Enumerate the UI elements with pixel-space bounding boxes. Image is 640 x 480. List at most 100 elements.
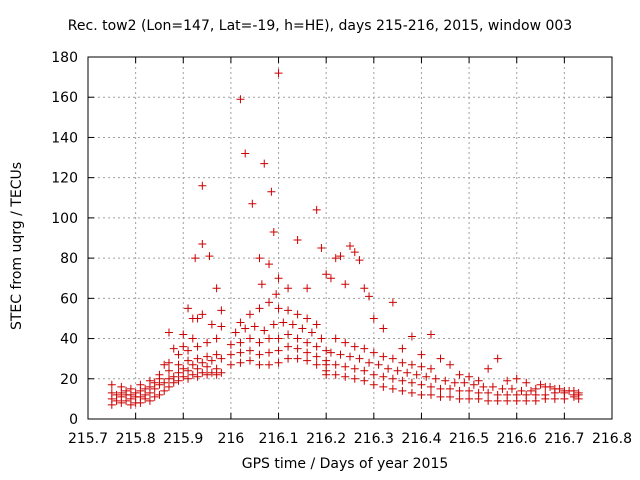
data-point xyxy=(336,252,345,261)
data-point xyxy=(265,334,274,343)
data-point xyxy=(426,382,435,391)
data-point xyxy=(236,348,245,357)
data-point xyxy=(245,356,254,365)
data-point xyxy=(198,240,207,249)
data-point xyxy=(207,356,216,365)
data-point xyxy=(293,354,302,363)
data-point xyxy=(155,390,164,399)
data-point xyxy=(160,386,169,395)
data-point xyxy=(293,344,302,353)
y-tick-label: 160 xyxy=(51,90,78,106)
data-point xyxy=(184,366,193,375)
y-tick-label: 40 xyxy=(60,332,78,348)
data-point xyxy=(346,352,354,361)
x-tick-label: 216 xyxy=(218,431,245,447)
data-point xyxy=(493,390,502,399)
data-point xyxy=(331,254,340,263)
data-point xyxy=(512,374,521,383)
data-point xyxy=(245,346,254,355)
data-point xyxy=(255,350,264,359)
axis-ticks: 215.7 215.8 215.9 216 216.1 216.2 216.3 216.4 21… xyxy=(51,50,632,447)
data-point xyxy=(298,324,307,333)
data-point xyxy=(255,338,264,347)
data-point xyxy=(379,372,388,381)
data-point xyxy=(303,314,312,323)
data-point xyxy=(107,380,116,389)
data-point xyxy=(384,364,393,373)
data-point xyxy=(284,342,293,351)
y-tick-label: 0 xyxy=(69,412,78,428)
data-point xyxy=(503,390,512,399)
data-point xyxy=(207,320,216,329)
data-point xyxy=(293,310,302,319)
data-point xyxy=(131,388,140,397)
data-point xyxy=(474,376,483,385)
data-point xyxy=(522,378,531,387)
data-point xyxy=(388,384,397,393)
data-point xyxy=(369,370,378,379)
data-point xyxy=(274,304,283,313)
data-point xyxy=(169,372,178,381)
data-point xyxy=(450,378,459,387)
data-point xyxy=(369,348,378,357)
data-point xyxy=(203,338,212,347)
data-point xyxy=(188,370,197,379)
data-point xyxy=(531,384,540,393)
data-point xyxy=(164,358,173,367)
data-point xyxy=(265,298,274,307)
data-point xyxy=(455,386,464,395)
data-point xyxy=(369,314,378,323)
data-point xyxy=(355,256,364,265)
data-point xyxy=(422,372,431,381)
plot-frame xyxy=(87,56,613,420)
data-point xyxy=(498,384,507,393)
data-point xyxy=(322,370,331,379)
data-point xyxy=(379,382,388,391)
data-point xyxy=(465,394,474,403)
data-point xyxy=(469,380,478,389)
data-point xyxy=(350,374,359,383)
data-point xyxy=(260,326,269,335)
data-point xyxy=(326,348,335,357)
data-point xyxy=(412,370,421,379)
data-point xyxy=(379,324,388,333)
data-point xyxy=(236,338,245,347)
y-tick-label: 20 xyxy=(60,372,78,388)
data-point xyxy=(350,364,359,373)
data-point xyxy=(303,284,312,293)
data-point xyxy=(493,354,502,363)
data-point xyxy=(193,314,202,323)
data-point xyxy=(312,205,321,214)
data-point xyxy=(284,284,293,293)
data-point xyxy=(174,350,183,359)
data-point xyxy=(322,270,331,279)
data-point xyxy=(546,382,555,391)
data-point xyxy=(455,394,464,403)
data-point xyxy=(407,388,416,397)
data-point xyxy=(112,390,121,399)
data-point xyxy=(193,342,202,351)
data-point xyxy=(541,390,550,399)
x-tick-label: 215.8 xyxy=(116,431,156,447)
data-point xyxy=(250,322,259,331)
data-point xyxy=(212,284,221,293)
data-point xyxy=(198,310,207,319)
data-point xyxy=(150,392,159,401)
data-point xyxy=(117,382,126,391)
data-point xyxy=(174,376,183,385)
data-point xyxy=(436,392,445,401)
data-point xyxy=(398,376,407,385)
data-point xyxy=(164,328,173,337)
data-point xyxy=(398,358,407,367)
data-point xyxy=(388,298,397,307)
data-point xyxy=(257,280,266,289)
data-point xyxy=(436,384,445,393)
data-point xyxy=(184,374,193,383)
x-tick-label: 216.2 xyxy=(306,431,346,447)
data-point xyxy=(203,370,212,379)
data-point xyxy=(188,334,197,343)
data-point xyxy=(341,372,350,381)
data-point xyxy=(417,390,426,399)
data-point xyxy=(426,330,435,339)
